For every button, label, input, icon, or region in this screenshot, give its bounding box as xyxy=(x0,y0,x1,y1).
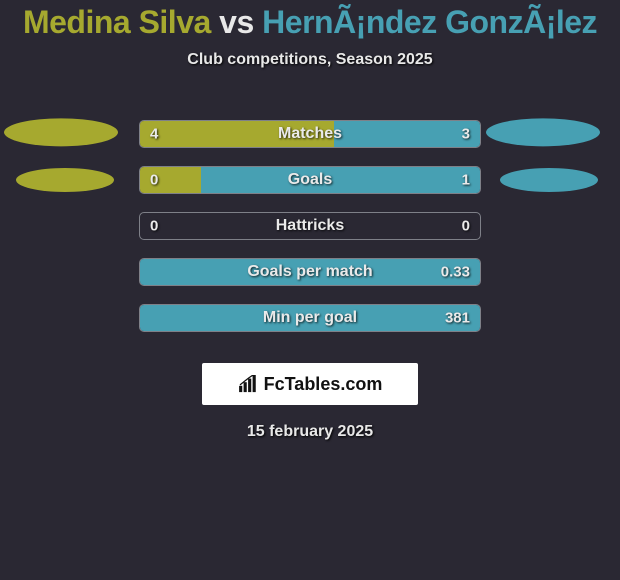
bar-fill-right xyxy=(201,167,480,193)
player1-marker xyxy=(4,118,118,146)
stats-chart: Matches43Goals01Hattricks00Goals per mat… xyxy=(0,111,620,341)
stat-bar: Goals01 xyxy=(139,166,481,194)
stat-row: Goals per match0.33 xyxy=(0,249,620,295)
stat-label: Hattricks xyxy=(140,217,480,235)
logo-box: FcTables.com xyxy=(202,363,418,405)
stat-bar: Min per goal381 xyxy=(139,304,481,332)
player2-name: HernÃ¡ndez GonzÃ¡lez xyxy=(262,4,597,40)
stat-row: Matches43 xyxy=(0,111,620,157)
page-title: Medina Silva vs HernÃ¡ndez GonzÃ¡lez xyxy=(0,4,620,41)
stat-value-right: 1 xyxy=(462,172,470,189)
subtitle: Club competitions, Season 2025 xyxy=(0,51,620,69)
logo-text: FcTables.com xyxy=(264,374,383,395)
stat-value-right: 0.33 xyxy=(441,264,470,281)
date-text: 15 february 2025 xyxy=(0,423,620,441)
stat-value-left: 0 xyxy=(150,218,158,235)
player1-name: Medina Silva xyxy=(23,4,211,40)
stat-value-right: 3 xyxy=(462,126,470,143)
stat-row: Min per goal381 xyxy=(0,295,620,341)
player1-marker xyxy=(16,168,114,192)
stat-row: Hattricks0 0 xyxy=(0,203,620,249)
bar-fill-right xyxy=(140,259,480,285)
stat-value-left: 0 xyxy=(150,172,158,189)
bar-fill-right xyxy=(140,305,480,331)
stat-value-right: 0 xyxy=(462,218,470,235)
stat-row: Goals01 xyxy=(0,157,620,203)
stat-bar: Hattricks0 0 xyxy=(139,212,481,240)
bar-fill-left xyxy=(140,121,334,147)
stat-value-right: 381 xyxy=(445,310,470,327)
comparison-card: Medina Silva vs HernÃ¡ndez GonzÃ¡lez Clu… xyxy=(0,0,620,441)
stat-bar: Goals per match0.33 xyxy=(139,258,481,286)
bar-fill-right xyxy=(334,121,480,147)
vs-text: vs xyxy=(219,4,254,40)
bar-chart-icon xyxy=(238,375,260,393)
stat-bar: Matches43 xyxy=(139,120,481,148)
stat-value-left: 4 xyxy=(150,126,158,143)
player2-marker xyxy=(486,118,600,146)
player2-marker xyxy=(500,168,598,192)
